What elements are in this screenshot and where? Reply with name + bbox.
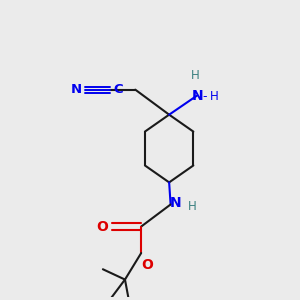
Text: -: - (203, 91, 207, 103)
Text: N: N (70, 83, 82, 96)
Text: H: H (210, 91, 219, 103)
Text: O: O (96, 220, 108, 234)
Text: N: N (170, 196, 182, 210)
Text: H: H (191, 69, 200, 82)
Text: H: H (188, 200, 197, 213)
Text: N: N (191, 88, 203, 103)
Text: O: O (141, 258, 153, 272)
Text: C: C (114, 83, 123, 96)
